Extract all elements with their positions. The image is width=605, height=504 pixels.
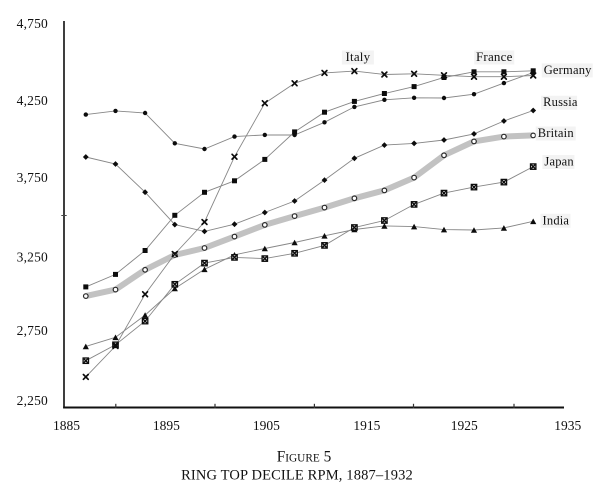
svg-text:1895: 1895 xyxy=(153,418,180,433)
svg-text:FIGURE 5: FIGURE 5 xyxy=(277,448,332,465)
svg-text:1915: 1915 xyxy=(353,418,380,433)
svg-text:Russia: Russia xyxy=(543,95,578,109)
svg-text:RING TOP DECILE RPM, 1887–1932: RING TOP DECILE RPM, 1887–1932 xyxy=(181,467,413,483)
svg-text:1935: 1935 xyxy=(554,418,581,433)
svg-text:1925: 1925 xyxy=(451,418,478,433)
svg-text:4,750: 4,750 xyxy=(17,16,48,31)
svg-text:2,250: 2,250 xyxy=(17,393,48,408)
svg-text:Britain: Britain xyxy=(538,126,575,140)
svg-text:India: India xyxy=(543,213,570,227)
svg-text:3,250: 3,250 xyxy=(17,250,48,265)
svg-text:Italy: Italy xyxy=(345,49,370,64)
svg-text:Japan: Japan xyxy=(544,155,574,169)
svg-text:4,250: 4,250 xyxy=(17,93,48,108)
svg-text:Germany: Germany xyxy=(544,63,592,77)
svg-text:1905: 1905 xyxy=(253,418,280,433)
svg-text:2,750: 2,750 xyxy=(17,323,48,338)
svg-text:France: France xyxy=(476,49,513,64)
svg-text:3,750: 3,750 xyxy=(17,170,48,185)
svg-text:1885: 1885 xyxy=(53,418,80,433)
